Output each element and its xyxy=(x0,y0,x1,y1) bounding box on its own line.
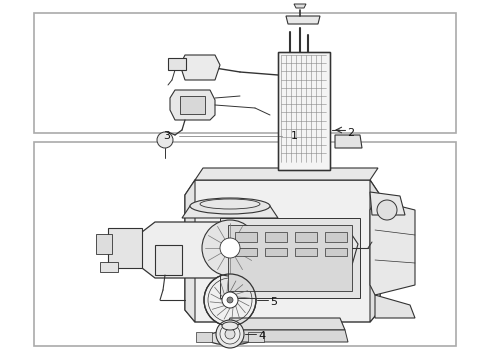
Ellipse shape xyxy=(222,322,238,330)
Polygon shape xyxy=(375,295,415,318)
Polygon shape xyxy=(318,235,358,265)
Bar xyxy=(34,142,456,346)
Circle shape xyxy=(216,320,244,348)
Circle shape xyxy=(377,200,397,220)
Polygon shape xyxy=(155,245,182,275)
Bar xyxy=(295,248,317,256)
Polygon shape xyxy=(370,200,415,295)
Ellipse shape xyxy=(190,198,270,214)
Circle shape xyxy=(222,292,238,308)
Circle shape xyxy=(225,329,235,339)
Polygon shape xyxy=(108,228,142,268)
Bar xyxy=(278,52,330,170)
Polygon shape xyxy=(370,192,405,215)
Bar xyxy=(325,232,347,242)
Text: 2: 2 xyxy=(347,128,354,138)
Bar xyxy=(180,96,205,114)
Text: 1: 1 xyxy=(291,131,297,141)
Polygon shape xyxy=(96,234,112,254)
Text: 5: 5 xyxy=(270,297,277,307)
Polygon shape xyxy=(294,4,306,8)
Bar xyxy=(325,248,347,256)
Polygon shape xyxy=(185,180,380,322)
Circle shape xyxy=(227,297,233,303)
Bar xyxy=(34,13,456,133)
Bar xyxy=(248,332,264,342)
Bar xyxy=(235,248,257,256)
Bar xyxy=(265,248,287,256)
Bar xyxy=(228,225,352,291)
Polygon shape xyxy=(225,318,345,330)
Polygon shape xyxy=(286,16,320,24)
Ellipse shape xyxy=(207,331,253,345)
Polygon shape xyxy=(195,168,378,180)
Polygon shape xyxy=(335,135,362,148)
Bar xyxy=(295,232,317,242)
Polygon shape xyxy=(168,58,186,70)
Polygon shape xyxy=(278,52,330,170)
Circle shape xyxy=(220,324,240,344)
Polygon shape xyxy=(142,222,318,278)
Circle shape xyxy=(220,238,240,258)
Polygon shape xyxy=(185,180,195,322)
Polygon shape xyxy=(100,262,118,272)
Circle shape xyxy=(204,274,256,326)
Polygon shape xyxy=(170,90,215,120)
Bar xyxy=(235,232,257,242)
Text: 3: 3 xyxy=(163,131,170,141)
Circle shape xyxy=(157,132,173,148)
Bar xyxy=(196,332,212,342)
Polygon shape xyxy=(180,55,220,80)
Polygon shape xyxy=(182,206,278,218)
Text: 4: 4 xyxy=(258,331,265,341)
Bar xyxy=(265,232,287,242)
Ellipse shape xyxy=(200,199,260,209)
Circle shape xyxy=(202,220,258,276)
Polygon shape xyxy=(370,180,380,322)
Bar xyxy=(220,218,360,298)
Polygon shape xyxy=(222,330,348,342)
